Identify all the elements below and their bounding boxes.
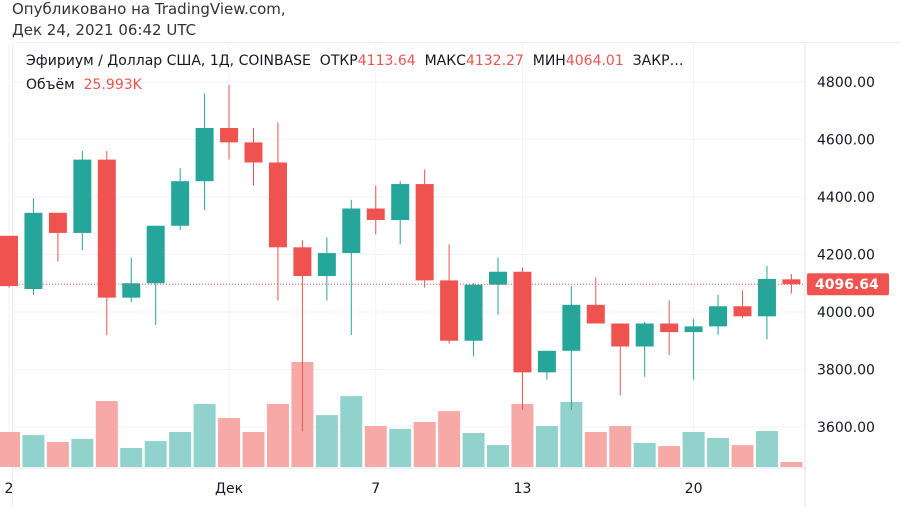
volume-bar	[193, 403, 216, 467]
volume-bar	[755, 431, 778, 467]
y-tick-label: 4200.00	[817, 248, 875, 264]
symbol-title: Эфириум / Доллар США, 1Д, COINBASE	[26, 53, 311, 69]
candle-body	[293, 247, 312, 277]
y-tick-label: 4000.00	[817, 305, 875, 321]
low-value: 4064.01	[565, 53, 624, 69]
candle-body	[97, 159, 116, 298]
volume-bar	[46, 442, 69, 467]
candle-body	[146, 225, 165, 284]
candle-body	[244, 142, 263, 163]
high-label: МАКС	[424, 53, 466, 69]
open-label: ОТКР	[319, 53, 358, 69]
volume-bar	[364, 426, 387, 467]
volume-bar	[22, 435, 45, 467]
volume-bar	[266, 403, 289, 467]
volume-bar	[315, 415, 338, 467]
candle-body	[684, 326, 703, 333]
volume-bar	[560, 402, 583, 467]
candle-body	[440, 280, 459, 341]
candle-body	[782, 279, 801, 285]
volume-bar	[413, 422, 436, 467]
candle-body	[366, 208, 385, 220]
volume-bar	[780, 462, 803, 467]
volume-bar	[169, 432, 192, 467]
volume-bar	[71, 438, 94, 467]
candle-body	[709, 306, 728, 327]
candle-body	[537, 350, 556, 373]
volume-bar	[535, 426, 558, 467]
volume-bar	[707, 437, 730, 467]
volume-bar	[218, 417, 241, 467]
candle-body	[220, 128, 239, 143]
candle-body	[391, 184, 410, 220]
volume-bar	[633, 442, 656, 467]
candle-body	[415, 184, 434, 281]
candle-body	[660, 323, 679, 333]
candle-body	[489, 271, 507, 285]
volume-bar	[438, 411, 461, 467]
x-tick-label: 20	[685, 481, 703, 497]
volume-bar	[584, 432, 607, 467]
candle-body	[513, 271, 532, 373]
candle-body	[464, 284, 483, 341]
close-label: ЗАКР…	[632, 53, 684, 69]
volume-bar	[658, 446, 681, 467]
candle-body	[586, 304, 605, 324]
legend-row: Эфириум / Доллар США, 1Д, COINBASE ОТКР4…	[26, 53, 684, 69]
y-tick-label: 4800.00	[817, 75, 875, 91]
candle-body	[757, 278, 776, 317]
candle-body	[122, 283, 141, 298]
x-tick-label: Дек	[215, 481, 243, 497]
published-line-2: Дек 24, 2021 06:42 UTC	[12, 21, 197, 39]
volume-bar	[389, 428, 412, 467]
candle-body	[317, 253, 336, 277]
x-tick-label: 13	[514, 481, 532, 497]
candle-body	[24, 212, 43, 289]
y-tick-label: 3600.00	[817, 420, 875, 436]
volume-bar	[682, 432, 705, 467]
candle-body	[73, 159, 92, 233]
volume-bar	[609, 426, 632, 467]
open-value: 4113.64	[357, 53, 416, 69]
volume-bar	[144, 441, 167, 467]
published-line-1: Опубликовано на TradingView.com,	[12, 0, 286, 18]
volume-bar	[340, 396, 363, 467]
candle-body	[195, 128, 214, 182]
volume-legend: Объём 25.993K	[26, 77, 142, 93]
volume-bar	[487, 445, 509, 467]
volume-bar	[242, 432, 265, 467]
last-price-label: 4096.64	[815, 277, 879, 293]
last-price-badge	[807, 273, 889, 296]
x-tick-label: 7	[371, 481, 380, 497]
candle-body	[48, 212, 67, 233]
volume-bar	[120, 447, 143, 467]
y-tick-label: 4600.00	[817, 133, 875, 149]
candle-body	[611, 323, 630, 347]
low-label: МИН	[532, 53, 566, 69]
volume-bar	[511, 403, 534, 467]
volume-bar	[95, 401, 118, 467]
volume-label: Объём	[26, 77, 75, 93]
candle-body	[342, 208, 361, 254]
volume-bar	[0, 432, 20, 467]
high-value: 4132.27	[465, 53, 524, 69]
volume-bar	[462, 432, 485, 467]
candle-body	[562, 304, 581, 351]
candle-body	[171, 181, 190, 226]
candle-body	[268, 162, 287, 248]
y-tick-label: 3800.00	[817, 363, 875, 379]
volume-bar	[731, 445, 754, 467]
x-tick-label: 2	[5, 481, 14, 497]
candle-body	[0, 235, 18, 287]
volume-value: 25.993K	[83, 77, 142, 93]
candle-body	[733, 306, 752, 317]
candle-body	[635, 323, 654, 347]
y-tick-label: 4400.00	[817, 190, 875, 206]
